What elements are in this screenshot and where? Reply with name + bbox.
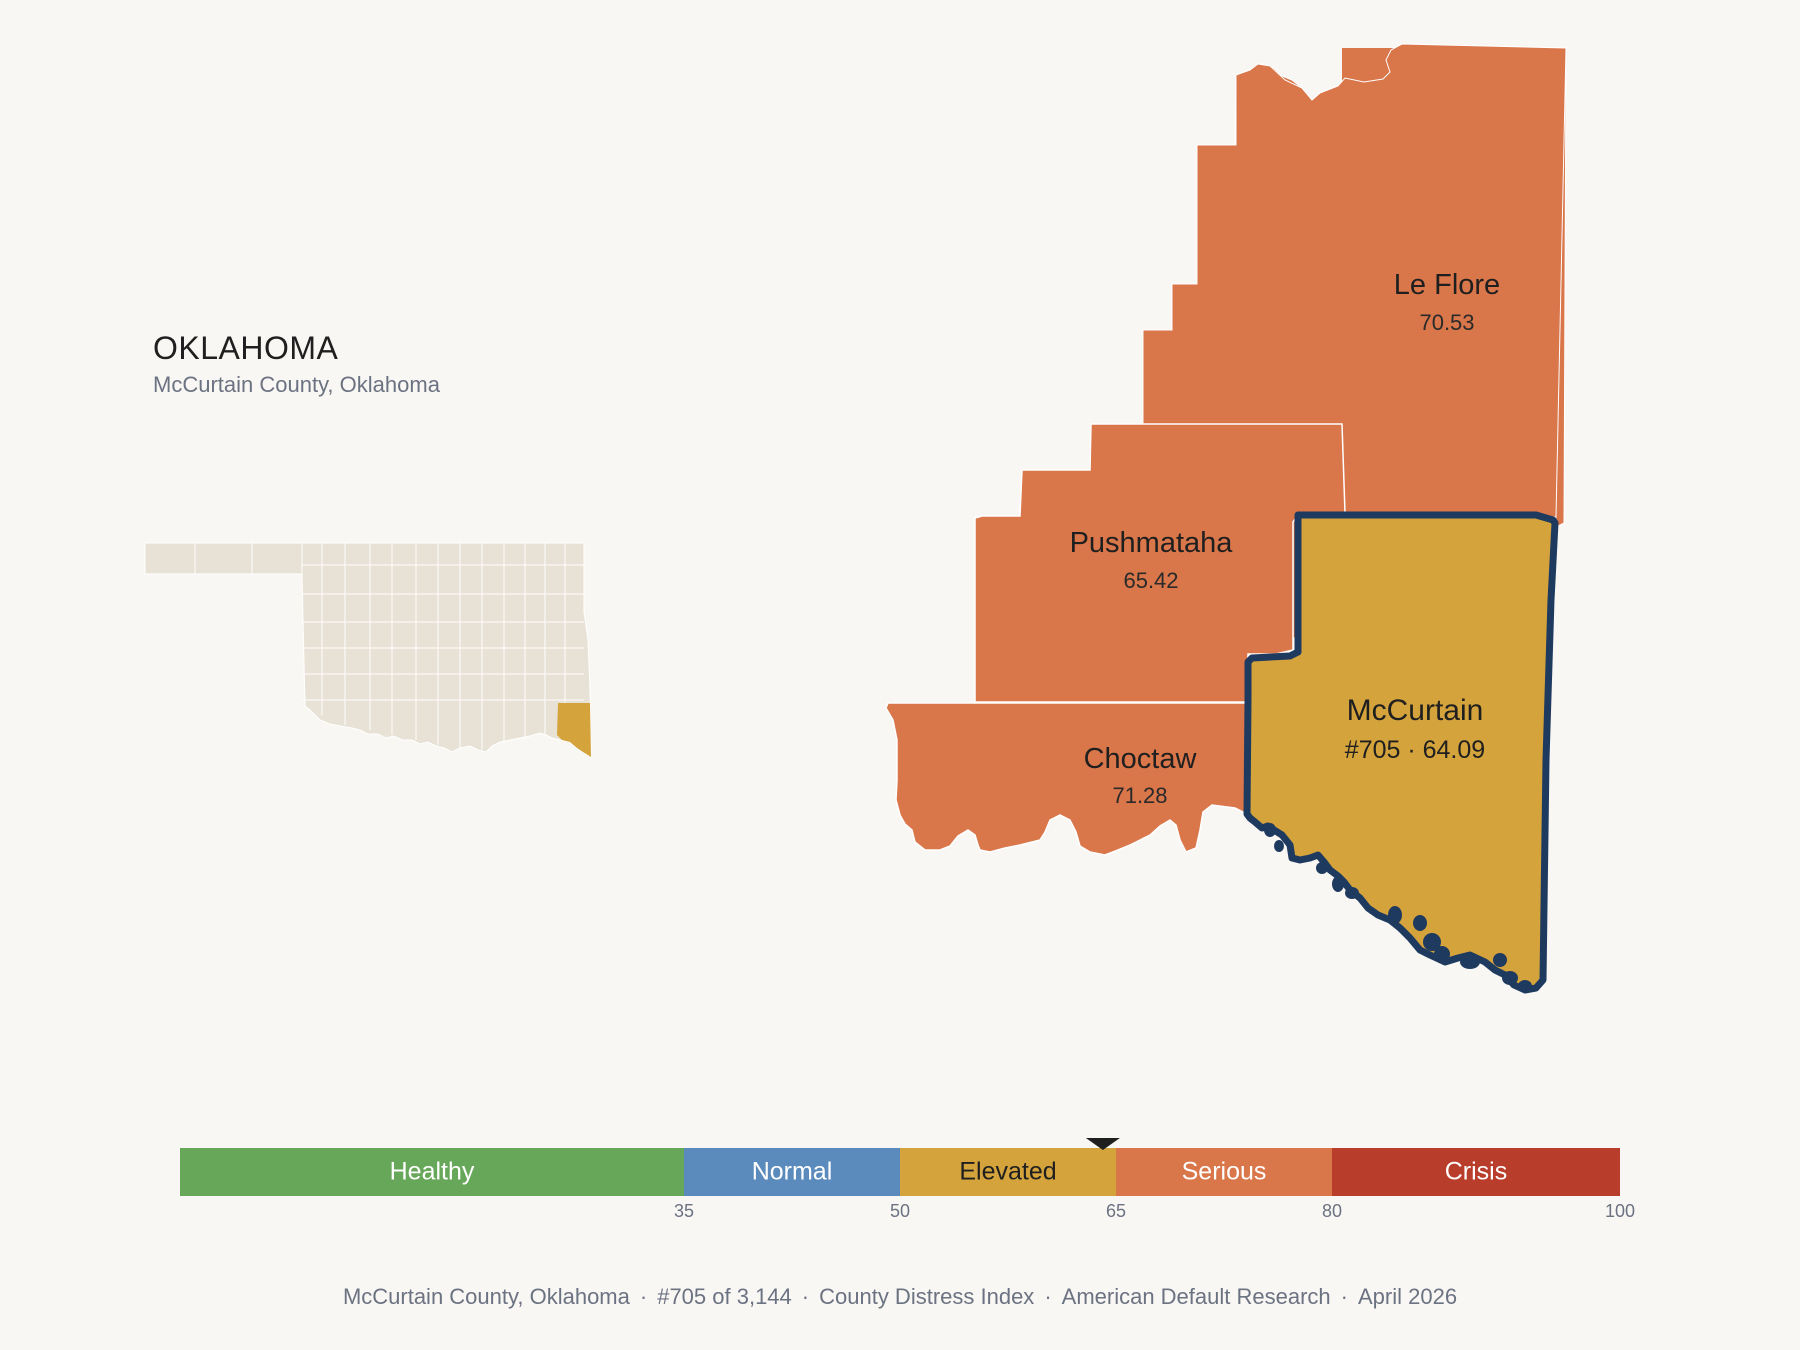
footer-source: American Default Research xyxy=(1061,1284,1331,1309)
state-title: OKLAHOMA xyxy=(153,330,339,366)
score-marker-icon xyxy=(1085,1138,1120,1150)
scale-label-healthy: Healthy xyxy=(390,1158,475,1186)
footer-index: County Distress Index xyxy=(819,1284,1035,1309)
footer: McCurtain County, Oklahoma · #705 of 3,144… xyxy=(342,1284,1458,1309)
county-score-choctaw: 71.28 xyxy=(1112,783,1167,808)
scale-segment-healthy xyxy=(180,1148,684,1196)
scale-segment-normal xyxy=(684,1148,900,1196)
county-score-le-flore: 70.53 xyxy=(1419,310,1474,335)
scale-segment-crisis xyxy=(1332,1148,1620,1196)
scale-label-elevated: Elevated xyxy=(959,1158,1056,1186)
county-rank-score-mccurtain: #705 · 64.09 xyxy=(1345,736,1485,764)
county-score-pushmataha: 65.42 xyxy=(1123,568,1178,593)
county-choctaw[interactable] xyxy=(885,702,1248,856)
county-label-pushmataha: Pushmataha xyxy=(1070,527,1234,559)
county-label-le-flore: Le Flore xyxy=(1394,269,1500,301)
county-label-choctaw: Choctaw xyxy=(1084,743,1198,775)
scale-tick-50: 50 xyxy=(890,1201,910,1221)
scale-label-crisis: Crisis xyxy=(1445,1158,1508,1186)
mccurtain-river-blobs xyxy=(1264,823,1532,992)
scale-tick-80: 80 xyxy=(1322,1201,1342,1221)
scale-tick-100: 100 xyxy=(1605,1201,1635,1221)
footer-county: McCurtain County, Oklahoma xyxy=(342,1284,630,1309)
footer-rank: #705 of 3,144 xyxy=(657,1284,792,1309)
scale-segment-serious xyxy=(1116,1148,1332,1196)
state-subtitle: McCurtain County, Oklahoma xyxy=(153,372,440,397)
footer-date: April 2026 xyxy=(1357,1284,1458,1309)
county-label-mccurtain: McCurtain xyxy=(1347,694,1484,727)
scale-label-serious: Serious xyxy=(1182,1158,1267,1186)
scale-tick-65: 65 xyxy=(1106,1201,1126,1221)
scale-label-normal: Normal xyxy=(752,1158,833,1186)
scale-segment-elevated xyxy=(900,1148,1116,1196)
scale-tick-35: 35 xyxy=(674,1201,694,1221)
